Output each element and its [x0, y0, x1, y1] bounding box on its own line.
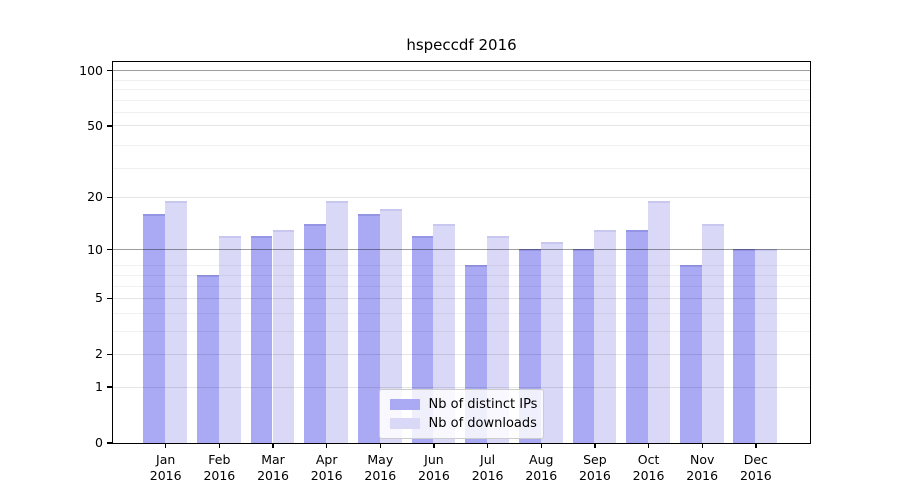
bar-downloads-dec [755, 249, 778, 443]
y-tick-mark-2 [107, 353, 112, 356]
legend-label-downloads: Nb of downloads [428, 415, 537, 431]
y-tick-mark-5 [107, 297, 112, 300]
gridline-7 [112, 274, 810, 276]
y-tick-mark-100 [107, 69, 112, 72]
bar-distinct-ips-may [357, 213, 380, 443]
x-tick-label-apr: Apr 2016 [310, 452, 343, 483]
x-tick-mark-jan [165, 443, 167, 448]
x-tick-mark-aug [540, 443, 542, 448]
bar-distinct-ips-nov [679, 265, 702, 443]
gridline-8 [112, 265, 810, 267]
y-tick-label-2: 2 [95, 346, 103, 362]
chart-title: hspeccdf 2016 [406, 36, 517, 54]
x-tick-mark-may [379, 443, 381, 448]
legend-item-distinct-ips: Nb of distinct IPs [380, 397, 543, 412]
gridline-2 [112, 353, 810, 355]
legend-swatch-downloads [389, 417, 420, 429]
gridline-50 [112, 125, 810, 127]
x-tick-label-feb: Feb 2016 [203, 452, 236, 483]
gridline-4 [112, 312, 810, 314]
x-tick-mark-oct [647, 443, 650, 448]
bar-downloads-feb [218, 235, 241, 443]
bar-downloads-nov [701, 224, 724, 443]
y-tick-mark-20 [107, 196, 112, 199]
y-tick-label-10: 10 [87, 241, 103, 257]
y-tick-label-50: 50 [87, 117, 103, 133]
y-tick-label-100: 100 [79, 62, 103, 78]
gridline-5 [112, 297, 810, 299]
bar-distinct-ips-apr [304, 224, 327, 443]
legend-swatch-distinct-ips [389, 398, 420, 410]
bar-downloads-sep [594, 229, 617, 443]
bar-distinct-ips-jan [143, 213, 166, 443]
bar-distinct-ips-dec [733, 249, 756, 443]
x-tick-mark-jun [433, 443, 435, 448]
legend: Nb of distinct IPs Nb of downloads [378, 388, 544, 439]
gridline-69 [112, 99, 810, 101]
bar-distinct-ips-sep [572, 249, 595, 443]
bar-distinct-ips-mar [250, 235, 273, 443]
y-tick-mark-10 [107, 248, 112, 251]
gridline-79 [112, 89, 810, 90]
gridline-89 [112, 79, 810, 81]
y-tick-label-0: 0 [95, 435, 103, 450]
bar-downloads-jun [433, 224, 456, 443]
gridline-59 [112, 112, 810, 114]
gridline-1 [112, 386, 810, 388]
gridline-6 [112, 285, 810, 287]
y-tick-label-1: 1 [95, 379, 103, 395]
bar-distinct-ips-feb [196, 274, 219, 443]
y-tick-label-5: 5 [95, 290, 103, 306]
bar-downloads-may [379, 209, 402, 443]
gridline-29 [112, 168, 810, 170]
bar-downloads-mar [272, 229, 295, 443]
x-tick-label-mar: Mar 2016 [257, 452, 289, 483]
bar-downloads-apr [326, 200, 349, 443]
x-tick-mark-apr [325, 443, 328, 448]
x-tick-mark-jul [486, 443, 489, 448]
x-tick-mark-dec [755, 443, 757, 448]
legend-label-distinct-ips: Nb of distinct IPs [428, 396, 538, 412]
gridline-10 [112, 249, 810, 251]
gridline-100 [112, 70, 810, 72]
x-tick-mark-nov [701, 443, 703, 448]
x-tick-label-jan: Jan 2016 [149, 452, 182, 483]
x-tick-label-aug: Aug 2016 [525, 452, 558, 483]
gridline-3 [112, 330, 810, 332]
y-tick-mark-0 [107, 442, 112, 444]
x-tick-mark-sep [594, 443, 596, 448]
y-tick-mark-1 [107, 386, 112, 388]
x-tick-mark-feb [218, 443, 221, 448]
bar-distinct-ips-oct [626, 229, 649, 443]
x-tick-label-jul: Jul 2016 [471, 452, 504, 483]
x-tick-label-dec: Dec 2016 [739, 452, 772, 483]
y-tick-mark-50 [107, 125, 112, 127]
x-tick-label-jun: Jun 2016 [418, 452, 450, 483]
gridline-20 [112, 196, 810, 198]
bar-downloads-aug [540, 242, 563, 443]
bar-downloads-oct [648, 200, 670, 443]
gridline-39 [112, 144, 810, 146]
x-tick-label-oct: Oct 2016 [632, 452, 665, 483]
bar-downloads-jan [165, 200, 188, 443]
x-tick-label-may: May 2016 [364, 452, 397, 483]
x-tick-label-sep: Sep 2016 [578, 452, 611, 483]
legend-item-downloads: Nb of downloads [380, 416, 543, 431]
plot-area: Nb of distinct IPs Nb of downloads [111, 60, 811, 444]
x-tick-label-nov: Nov 2016 [686, 452, 719, 483]
y-tick-label-20: 20 [87, 189, 103, 205]
x-tick-mark-mar [272, 443, 274, 448]
